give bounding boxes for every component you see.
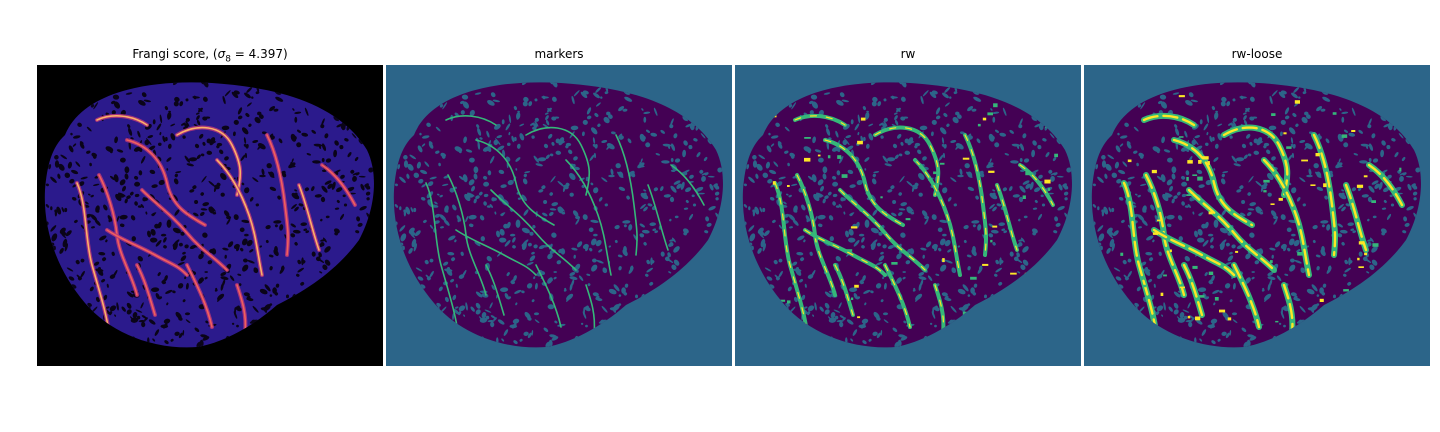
vessel-highlight <box>1312 133 1337 257</box>
vessel-highlight <box>839 189 926 271</box>
vessel-response <box>216 159 263 276</box>
vessel-marker <box>670 164 705 206</box>
vessel-highlight <box>934 284 945 334</box>
vessel-highlight <box>996 184 1018 251</box>
vessel-highlight <box>796 174 836 296</box>
vessel-highlight <box>1222 126 1289 197</box>
vessel-marker <box>490 189 577 271</box>
vessel-layer <box>773 113 1055 335</box>
vessel-highlight <box>1172 138 1254 227</box>
vessel-highlight <box>774 182 808 334</box>
panel-title-frangi: Frangi score, (σ8 = 4.397) <box>132 47 288 65</box>
vessel-layer <box>1121 112 1405 336</box>
frangi-svg <box>37 65 383 366</box>
rw-image-panel <box>735 65 1081 366</box>
vessel-highlight <box>1232 263 1261 329</box>
vessel-highlight <box>1152 228 1236 277</box>
tissue-region <box>44 82 374 348</box>
vessel-layer <box>75 113 357 335</box>
vessel-marker <box>475 139 555 226</box>
rw-loose-image-panel <box>1084 65 1430 366</box>
tissue-region <box>742 82 1072 348</box>
vessel-highlight <box>964 134 987 256</box>
frangi-image-panel <box>37 65 383 366</box>
vessel-marker <box>525 126 591 196</box>
markers-svg <box>386 65 732 366</box>
vessel-highlight <box>1019 164 1054 206</box>
vessel-highlight <box>1262 158 1311 277</box>
tissue-region <box>1091 82 1421 348</box>
vessel-highlight <box>834 264 854 316</box>
vessel-response <box>186 264 213 328</box>
panel-title-rw-loose: rw-loose <box>1231 47 1283 61</box>
panel-title-markers: markers <box>534 47 584 61</box>
vessel-layer <box>425 115 705 334</box>
vessel-highlight <box>824 139 904 226</box>
vessel-response <box>96 115 148 126</box>
vessel-response <box>266 134 289 256</box>
vessel-highlight <box>1367 163 1404 207</box>
vessel-marker <box>535 264 562 328</box>
vessel-response <box>136 264 156 316</box>
vessel-marker <box>647 184 669 251</box>
panel-title-rw: rw <box>900 47 916 61</box>
vessel-response <box>106 229 188 276</box>
vessel-response <box>141 189 228 271</box>
markers-image-panel <box>386 65 732 366</box>
vessel-response <box>321 164 356 206</box>
vessel-highlight <box>1182 263 1204 317</box>
vessel-highlight <box>804 229 886 276</box>
vessel-highlight <box>874 127 939 196</box>
tissue-region <box>393 82 723 348</box>
vessel-highlight <box>884 264 911 328</box>
vessel-marker <box>485 264 505 316</box>
vessel-response <box>176 126 242 196</box>
vessel-highlight <box>1142 114 1196 127</box>
vessel-marker <box>425 182 459 334</box>
rw-loose-svg <box>1084 65 1430 366</box>
vessel-highlight <box>794 115 846 126</box>
vessel-marker <box>455 229 537 276</box>
vessel-response <box>76 182 110 334</box>
vessel-highlight <box>1187 188 1276 272</box>
vessel-marker <box>445 115 497 126</box>
vessel-highlight <box>1122 181 1158 335</box>
vessel-response <box>126 139 206 226</box>
vessel-marker <box>565 159 612 276</box>
vessel-marker <box>615 134 638 256</box>
rw-svg <box>735 65 1081 366</box>
vessel-response <box>298 184 320 251</box>
vessel-highlight <box>914 159 961 276</box>
